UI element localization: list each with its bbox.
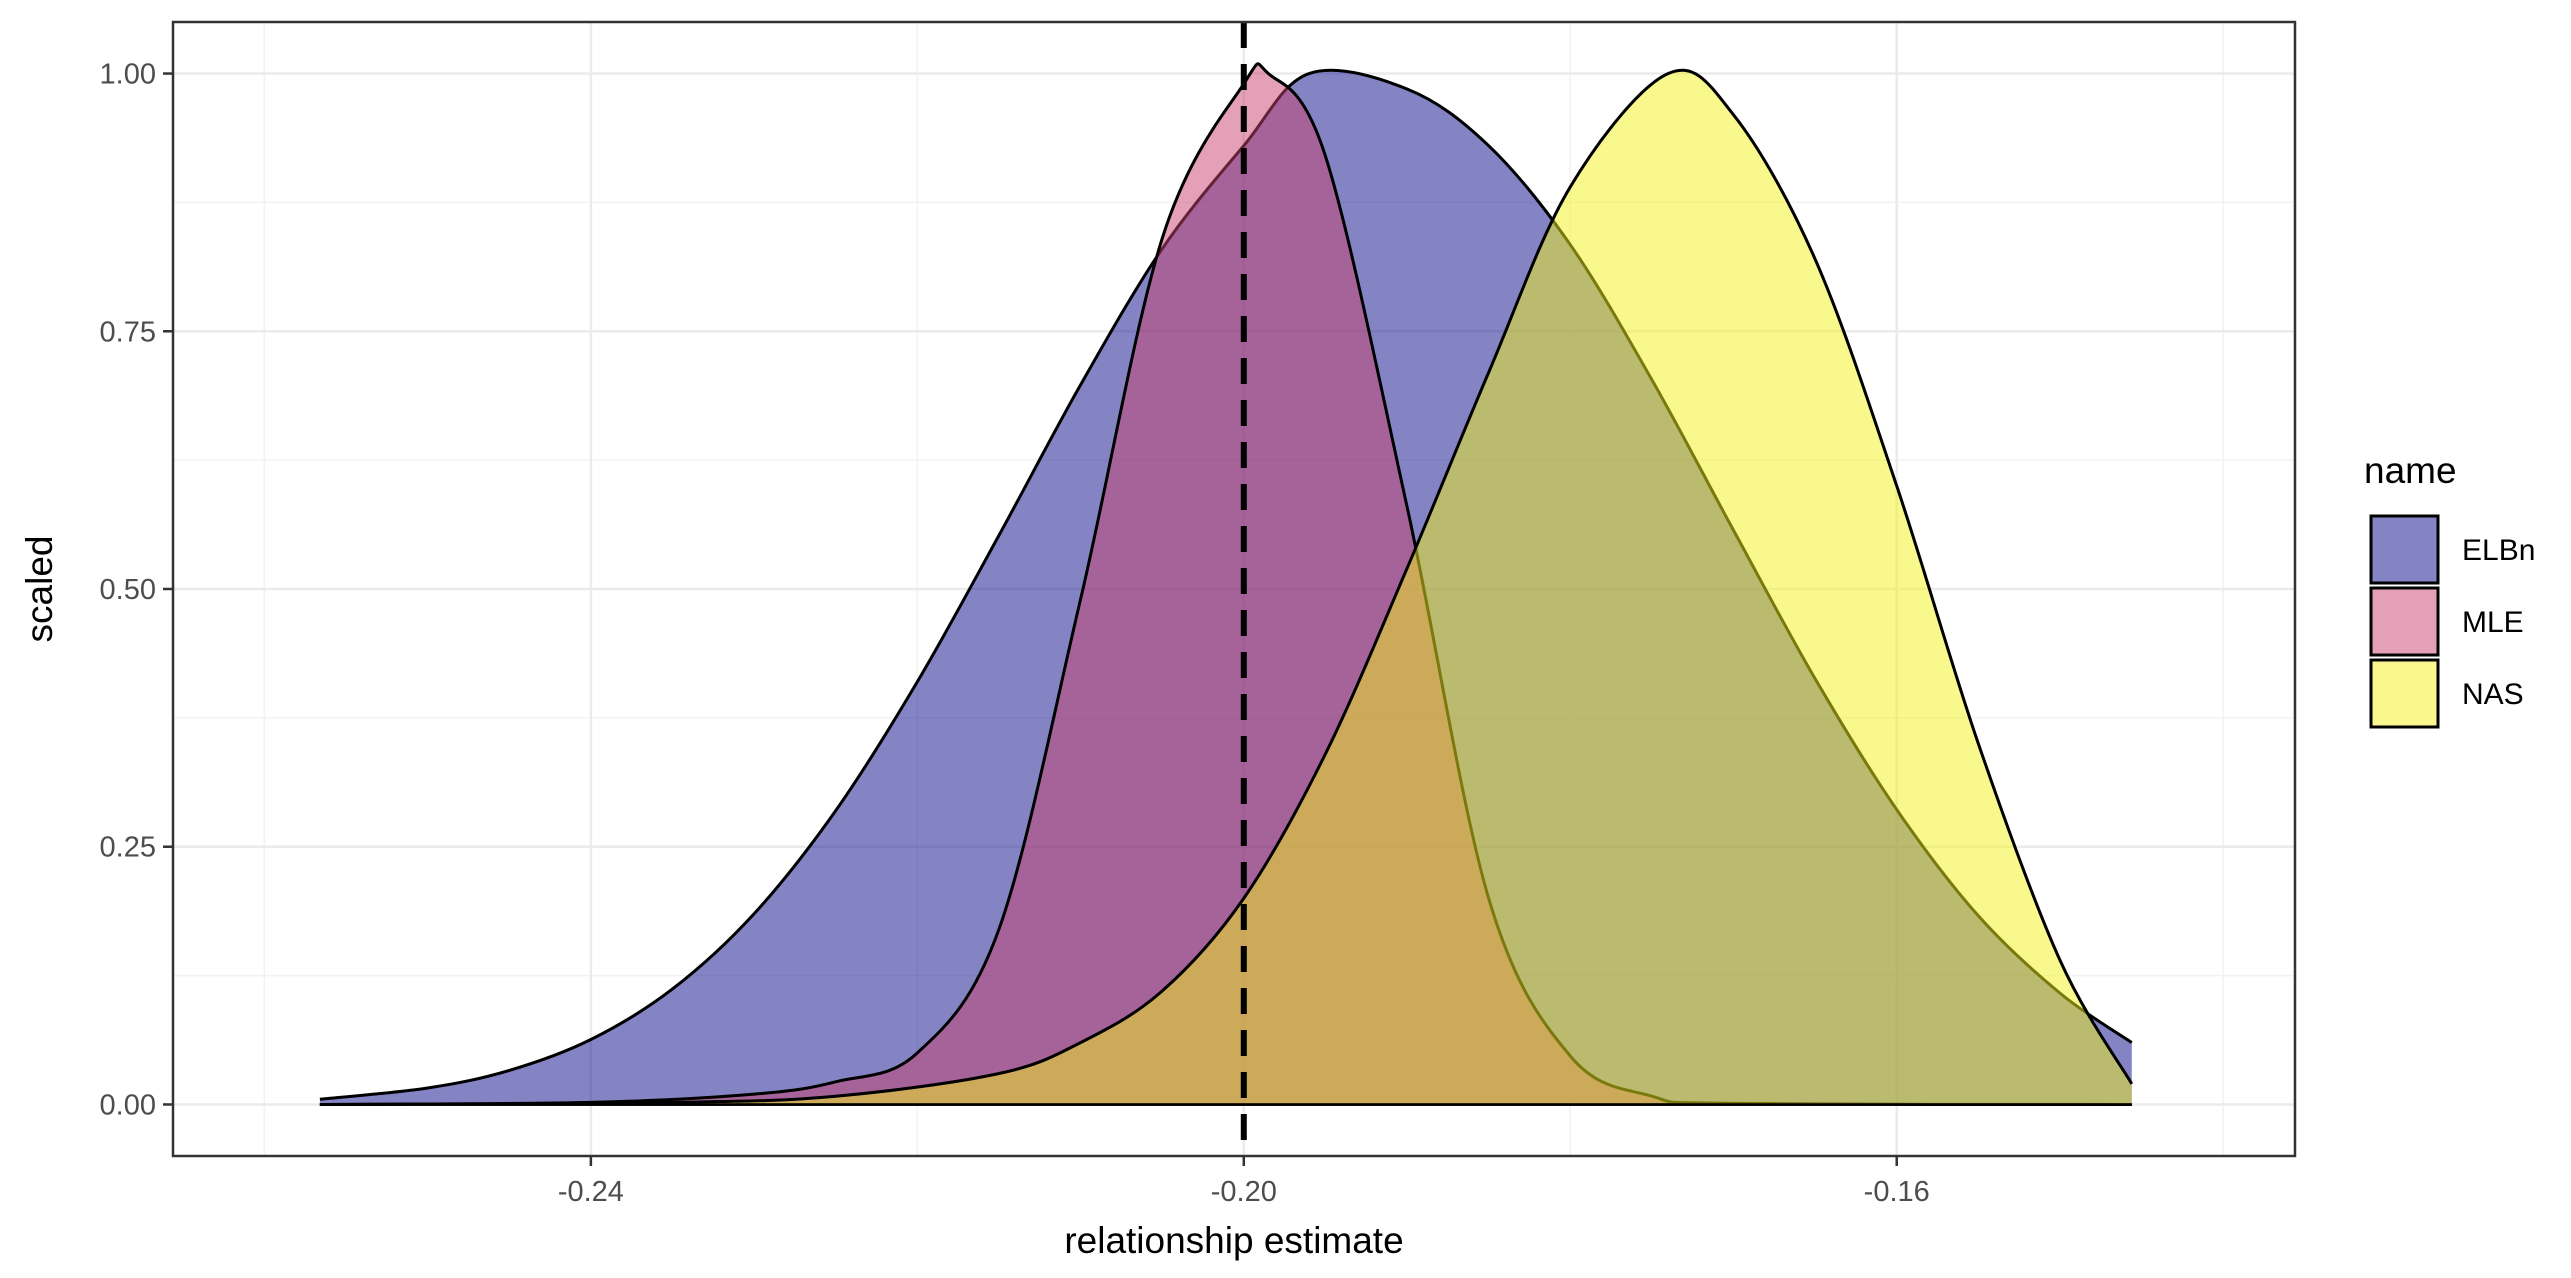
y-tick-label: 0.50 bbox=[100, 574, 156, 606]
legend-item-elbn: ELBn bbox=[2369, 514, 2535, 585]
legend-title: name bbox=[2364, 450, 2457, 491]
density-areas bbox=[319, 62, 2134, 1106]
legend-swatch-mle bbox=[2369, 586, 2440, 657]
legend-item-nas: NAS bbox=[2369, 658, 2524, 729]
x-tick-label: -0.16 bbox=[1864, 1176, 1930, 1208]
legend-swatch-elbn bbox=[2369, 514, 2440, 585]
y-axis-title: scaled bbox=[19, 536, 60, 643]
y-tick-label: 1.00 bbox=[100, 59, 156, 91]
area-mle bbox=[319, 63, 2132, 1105]
y-tick-label: 0.00 bbox=[100, 1089, 156, 1121]
legend-label-elbn: ELBn bbox=[2462, 534, 2535, 567]
axis-ticks: -0.24 -0.20 -0.16 0.00 0.25 0.50 0.75 1.00 bbox=[100, 59, 1930, 1208]
x-tick-label: -0.24 bbox=[558, 1176, 624, 1208]
legend-label-mle: MLE bbox=[2462, 606, 2524, 639]
area-nas bbox=[319, 70, 2132, 1105]
x-axis-title: relationship estimate bbox=[1064, 1220, 1403, 1261]
outline-nas bbox=[319, 68, 2134, 1106]
y-tick-label: 0.25 bbox=[100, 832, 156, 864]
series-nas bbox=[319, 68, 2134, 1106]
legend-swatch-nas bbox=[2369, 658, 2440, 729]
x-tick-label: -0.20 bbox=[1211, 1176, 1277, 1208]
legend-label-nas: NAS bbox=[2462, 678, 2524, 711]
y-tick-label: 0.75 bbox=[100, 316, 156, 348]
legend-item-mle: MLE bbox=[2369, 586, 2524, 657]
legend: name ELBn MLE NAS bbox=[2364, 450, 2535, 729]
